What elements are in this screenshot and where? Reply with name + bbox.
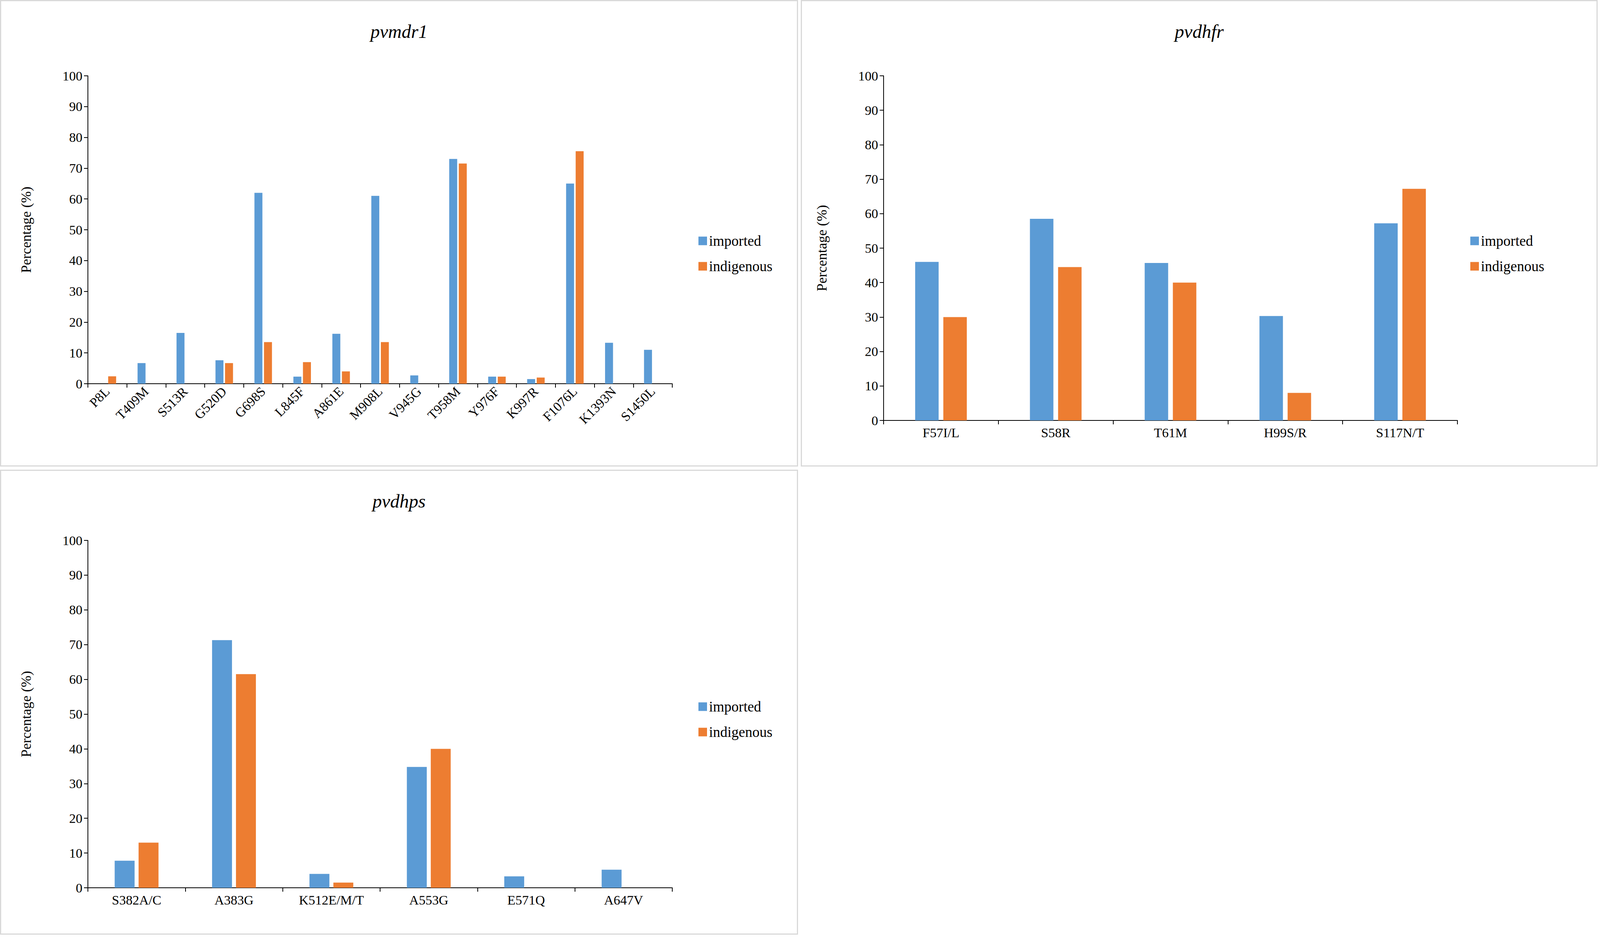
svg-text:F57I/L: F57I/L — [922, 425, 960, 440]
svg-text:20: 20 — [69, 314, 83, 330]
svg-text:A553G: A553G — [409, 892, 449, 908]
svg-text:T409M: T409M — [112, 383, 152, 423]
svg-text:pvmdr1: pvmdr1 — [369, 21, 428, 42]
svg-text:10: 10 — [69, 845, 83, 861]
svg-text:A383G: A383G — [214, 892, 254, 908]
svg-text:pvdhfr: pvdhfr — [1173, 21, 1224, 42]
svg-text:P8L: P8L — [86, 383, 113, 410]
svg-text:20: 20 — [864, 344, 879, 359]
svg-text:70: 70 — [69, 160, 83, 176]
svg-text:G698S: G698S — [232, 383, 269, 421]
svg-text:10: 10 — [69, 345, 83, 361]
svg-text:L845F: L845F — [271, 383, 308, 420]
svg-text:90: 90 — [69, 567, 83, 583]
svg-text:imported: imported — [708, 232, 762, 249]
svg-text:50: 50 — [69, 706, 83, 722]
svg-text:S513R: S513R — [154, 383, 191, 420]
svg-text:imported: imported — [1480, 232, 1534, 249]
svg-text:K512E/M/T: K512E/M/T — [298, 892, 364, 908]
svg-text:Y976F: Y976F — [465, 383, 502, 421]
svg-text:70: 70 — [69, 637, 83, 652]
svg-text:20: 20 — [69, 810, 83, 826]
svg-text:100: 100 — [858, 68, 879, 84]
svg-text:T61M: T61M — [1153, 425, 1188, 440]
svg-text:30: 30 — [69, 283, 83, 299]
svg-text:50: 50 — [864, 241, 879, 256]
svg-text:0: 0 — [75, 880, 83, 895]
svg-text:90: 90 — [864, 103, 879, 118]
svg-text:Percentage (%): Percentage (%) — [814, 205, 830, 292]
svg-text:K1393N: K1393N — [576, 383, 620, 427]
svg-text:10: 10 — [864, 378, 879, 393]
svg-text:80: 80 — [864, 137, 879, 152]
svg-text:indigenous: indigenous — [1480, 258, 1545, 275]
svg-text:imported: imported — [708, 698, 762, 715]
svg-text:indigenous: indigenous — [708, 723, 773, 740]
svg-text:40: 40 — [864, 275, 879, 290]
svg-text:F1076L: F1076L — [539, 383, 580, 424]
svg-text:S58R: S58R — [1041, 425, 1071, 440]
svg-text:V945G: V945G — [386, 383, 425, 422]
svg-text:G520D: G520D — [191, 383, 230, 422]
svg-text:T958M: T958M — [424, 383, 463, 423]
svg-text:80: 80 — [69, 602, 83, 617]
svg-text:S117N/T: S117N/T — [1375, 425, 1425, 440]
svg-text:100: 100 — [62, 533, 83, 548]
svg-text:S382A/C: S382A/C — [111, 892, 162, 908]
svg-text:60: 60 — [69, 671, 83, 687]
svg-text:indigenous: indigenous — [708, 258, 773, 275]
svg-text:30: 30 — [69, 776, 83, 791]
svg-text:Percentage (%): Percentage (%) — [18, 186, 34, 274]
svg-text:H99S/R: H99S/R — [1264, 425, 1308, 440]
svg-text:60: 60 — [864, 206, 879, 221]
svg-text:0: 0 — [75, 376, 83, 392]
svg-text:80: 80 — [69, 130, 83, 145]
svg-text:30: 30 — [864, 309, 879, 325]
svg-text:90: 90 — [69, 99, 83, 114]
svg-text:0: 0 — [871, 413, 879, 428]
svg-text:50: 50 — [69, 222, 83, 238]
svg-text:K997R: K997R — [503, 383, 542, 422]
svg-text:70: 70 — [864, 171, 879, 187]
svg-text:60: 60 — [69, 191, 83, 207]
svg-text:E571Q: E571Q — [507, 892, 545, 908]
svg-text:40: 40 — [69, 741, 83, 756]
svg-text:pvdhps: pvdhps — [371, 490, 426, 512]
svg-text:S1450L: S1450L — [617, 383, 658, 424]
svg-text:Percentage (%): Percentage (%) — [18, 670, 34, 758]
svg-text:A647V: A647V — [603, 892, 644, 908]
svg-text:M908L: M908L — [346, 383, 386, 423]
svg-text:100: 100 — [62, 68, 83, 84]
svg-text:40: 40 — [69, 253, 83, 268]
svg-text:A861E: A861E — [309, 383, 347, 421]
